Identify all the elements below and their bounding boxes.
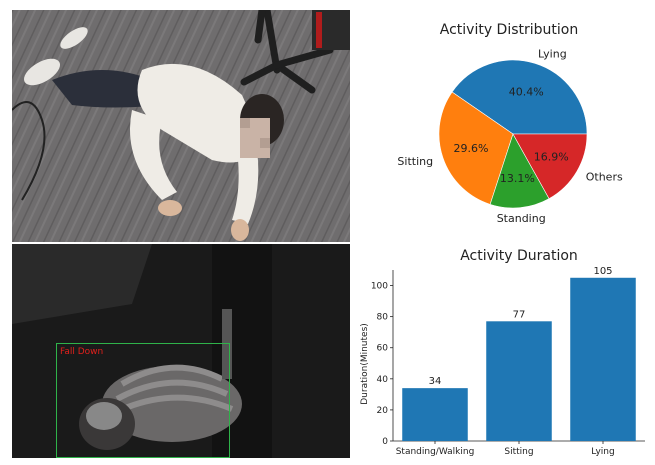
bar-title: Activity Duration bbox=[460, 248, 578, 264]
y-tick-label: 100 bbox=[371, 282, 388, 292]
activity-duration-chart: Activity Duration Duration(Minutes) 0 20 4… bbox=[355, 240, 651, 461]
pie-percent-sitting: 29.6% bbox=[453, 142, 488, 155]
bar-value-label: 34 bbox=[429, 376, 442, 387]
pie-title: Activity Distribution bbox=[440, 22, 578, 38]
bar-value-label: 105 bbox=[593, 266, 612, 277]
detection-box bbox=[56, 343, 230, 458]
activity-distribution-chart: Activity Distribution Lying 40.4% Sitting 2… bbox=[355, 10, 651, 238]
pie-percent-others: 16.9% bbox=[534, 150, 569, 163]
pie-percent-lying: 40.4% bbox=[509, 86, 544, 99]
x-tick-label: Standing/Walking bbox=[396, 447, 475, 457]
bar-svg: Activity Duration Duration(Minutes) 0 20 4… bbox=[360, 248, 645, 457]
pie-slice-standing bbox=[489, 133, 550, 209]
bar-lying bbox=[570, 277, 636, 441]
y-tick-label: 20 bbox=[377, 406, 389, 416]
fall-scene-illustration bbox=[12, 10, 350, 242]
fall-photo-bottom: Fall Down bbox=[12, 244, 350, 458]
pie-label-sitting: Sitting bbox=[397, 155, 433, 168]
pie-svg: Activity Distribution Lying 40.4% Sitting 2… bbox=[397, 22, 623, 225]
pie-label-others: Others bbox=[586, 171, 623, 184]
y-tick-label: 80 bbox=[377, 313, 389, 323]
pie-label-standing: Standing bbox=[497, 212, 546, 225]
pie-slice-sitting bbox=[438, 91, 514, 205]
x-tick-label: Lying bbox=[591, 447, 614, 457]
pie-slice-others bbox=[512, 133, 588, 200]
bar-value-label: 77 bbox=[513, 309, 526, 320]
detection-label: Fall Down bbox=[60, 347, 104, 357]
x-tick-label: Sitting bbox=[504, 447, 533, 457]
pie-slice-lying bbox=[451, 59, 588, 135]
y-tick-label: 40 bbox=[377, 375, 389, 385]
fall-photo-top bbox=[12, 10, 350, 242]
y-tick-label: 60 bbox=[377, 344, 389, 354]
y-axis-label: Duration(Minutes) bbox=[360, 323, 370, 405]
pie-percent-standing: 13.1% bbox=[500, 172, 535, 185]
bar-sitting bbox=[486, 321, 552, 441]
office-chair bbox=[240, 10, 334, 94]
y-tick-label: 0 bbox=[382, 437, 388, 447]
bar-standing-walking bbox=[402, 388, 468, 441]
infrared-scene-illustration bbox=[12, 244, 350, 458]
pie-label-lying: Lying bbox=[538, 47, 567, 60]
